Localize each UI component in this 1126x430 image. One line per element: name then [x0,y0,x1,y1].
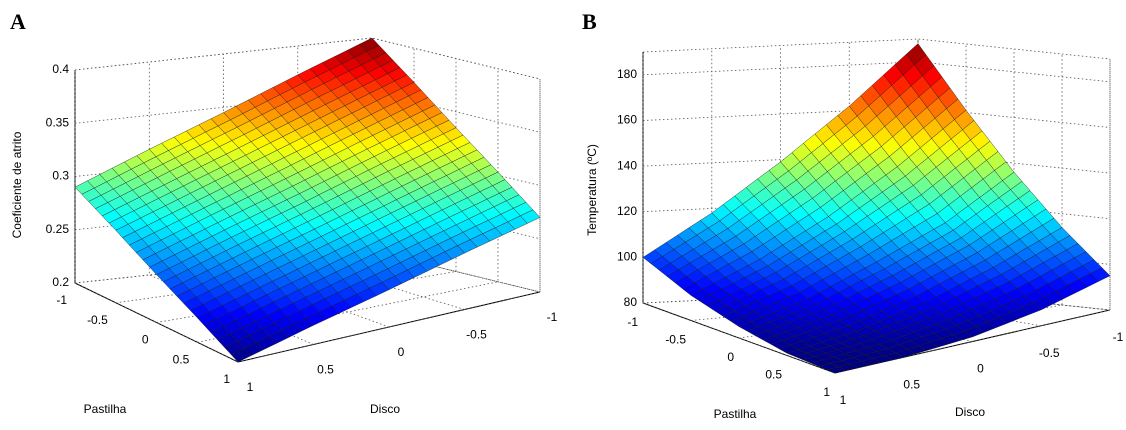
grid-line [197,68,499,343]
grid-line [642,61,1111,83]
grid-line [237,79,541,363]
x-tick-label: 0.5 [317,363,334,377]
panel-label: A [10,9,26,34]
x-tick-label: -1 [547,310,558,324]
y-axis-label: Pastilha [714,407,757,421]
x-tick-label: 0 [398,345,405,359]
y-tick-label: -1 [56,293,67,307]
y-tick-label: 0.5 [173,352,190,366]
x-tick-label: 1 [247,380,254,394]
y-tick-label: -0.5 [665,333,686,347]
z-tick-label: 80 [624,295,638,309]
x-axis-label: Disco [370,402,400,416]
y-tick-label: 0.5 [765,368,782,382]
y-tick-label: -1 [627,315,638,329]
z-tick-label: 0.25 [46,222,70,236]
x-tick-label: -0.5 [1039,346,1060,360]
z-tick-label: 100 [617,250,637,264]
box-edge [642,38,1111,60]
z-axis-label: Coeficiente de atrito [10,131,24,238]
z-axis-label: Temperatura (ºC) [585,144,599,236]
z-tick-label: 120 [617,204,637,218]
grid-line [834,59,1111,374]
panel-label: B [582,9,597,34]
z-tick-label: 160 [617,113,637,127]
y-tick-label: -0.5 [87,313,108,327]
y-tick-label: 1 [223,372,230,386]
x-tick-label: -1 [1113,330,1124,344]
grid-line [148,62,314,345]
y-tick-label: 1 [823,385,830,399]
x-tick-label: 0 [977,362,984,376]
x-tick-label: 1 [840,393,847,407]
surface-patch [826,366,847,374]
z-tick-label: 0.35 [46,115,70,129]
y-axis-label: Pastilha [84,402,127,416]
z-tick-label: 0.2 [52,275,69,289]
x-tick-label: 0.5 [903,377,920,391]
x-axis-label: Disco [955,405,985,419]
z-tick-label: 180 [617,67,637,81]
surface-patch [230,348,251,363]
z-tick-label: 0.3 [52,169,69,183]
z-tick-label: 0.4 [52,62,69,76]
y-tick-label: 0 [727,350,734,364]
z-tick-label: 140 [617,158,637,172]
y-tick-label: 0 [142,333,149,347]
x-tick-label: -0.5 [466,328,487,342]
